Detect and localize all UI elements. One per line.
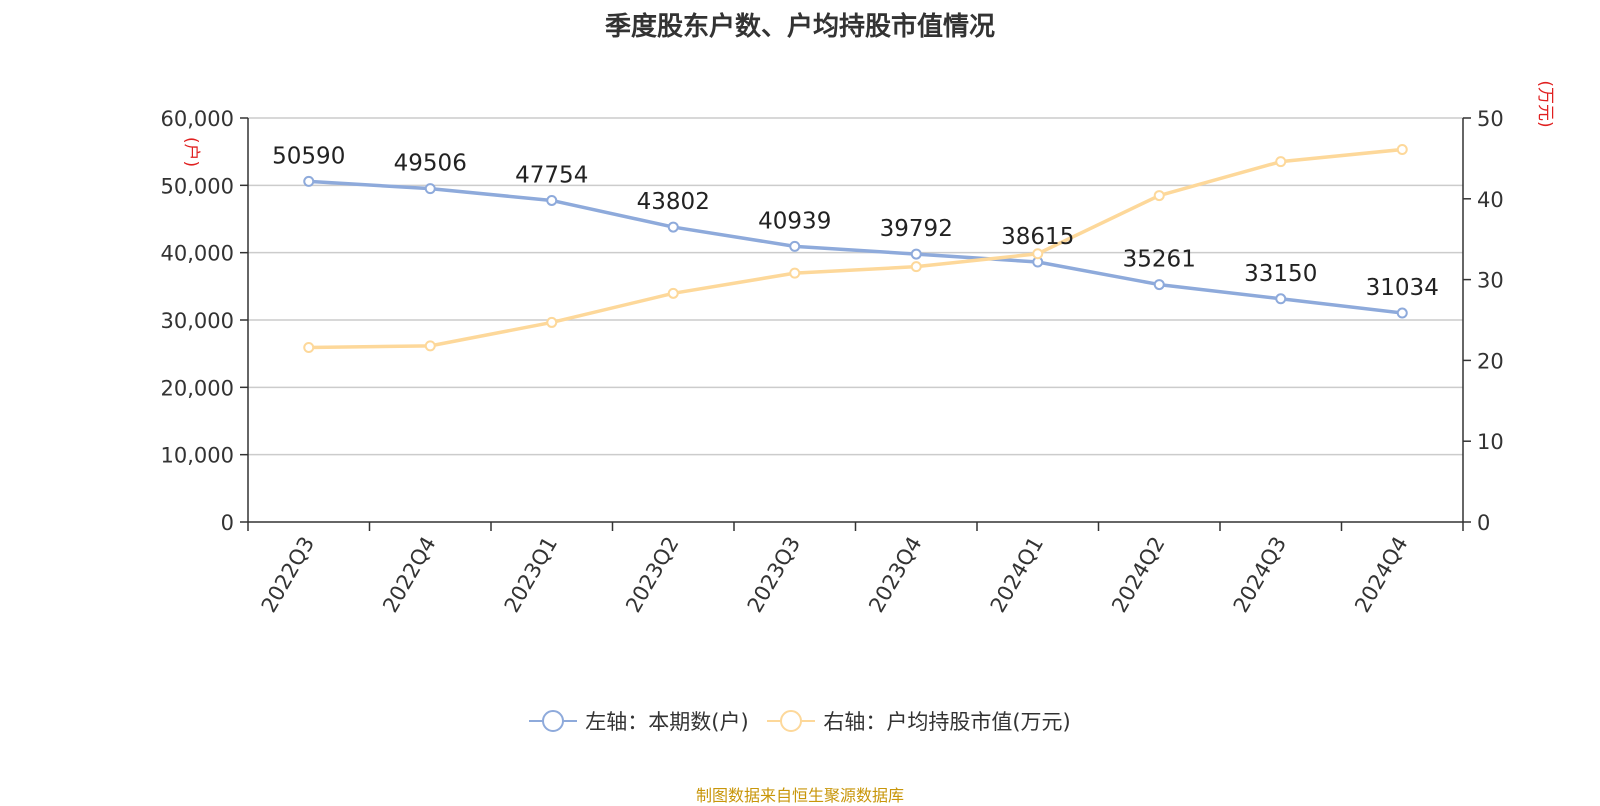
legend-swatch-blue — [529, 709, 578, 733]
chart-title: 季度股东户数、户均持股市值情况 — [604, 12, 995, 42]
data-label: 31034 — [1366, 275, 1439, 301]
legend-swatch-yellow — [767, 709, 816, 733]
right-axis-unit: (万元) — [1535, 80, 1555, 127]
data-point — [303, 341, 315, 353]
data-label: 49506 — [394, 151, 467, 177]
x-axis-tick-label: 2023Q2 — [621, 533, 683, 617]
data-point — [1275, 293, 1287, 305]
x-axis-tick-label: 2024Q1 — [986, 533, 1048, 617]
right-axis-tick-label: 40 — [1477, 188, 1504, 212]
data-point — [1396, 144, 1408, 156]
data-point — [667, 287, 679, 299]
left-axis-tick-label: 50,000 — [161, 174, 234, 198]
right-axis-tick-label: 0 — [1477, 511, 1490, 535]
grid-lines — [248, 117, 1463, 456]
right-axis-tick-label: 10 — [1477, 430, 1504, 454]
source-note: 制图数据来自恒生聚源数据库 — [695, 786, 904, 805]
data-label: 47754 — [515, 162, 588, 188]
data-point — [1275, 156, 1287, 168]
x-axis-tick-label: 2023Q3 — [743, 533, 805, 617]
x-axis-tick-label: 2024Q4 — [1350, 533, 1412, 617]
series-lines — [303, 144, 1408, 353]
right-axis-tick-label: 30 — [1477, 269, 1504, 293]
right-axis-tick-label: 50 — [1477, 107, 1504, 131]
x-axis-tick-label: 2024Q2 — [1107, 533, 1169, 617]
data-point — [424, 183, 436, 195]
data-label: 40939 — [758, 208, 831, 234]
legend-label-holders: 左轴：本期数(户) — [585, 710, 749, 734]
legend-item-holders[interactable]: 左轴：本期数(户) — [529, 706, 749, 736]
x-axis-tick-label: 2023Q4 — [864, 533, 926, 617]
data-point — [667, 221, 679, 233]
data-point — [1153, 279, 1165, 291]
legend-item-avg-value[interactable]: 右轴：户均持股市值(万元) — [767, 706, 1071, 736]
data-point — [910, 248, 922, 260]
right-axis-tick-label: 20 — [1477, 349, 1504, 373]
legend: 左轴：本期数(户) 右轴：户均持股市值(万元) — [0, 706, 1600, 738]
data-point — [1396, 307, 1408, 319]
left-axis-tick-label: 20,000 — [161, 376, 234, 400]
x-axis-tick-label: 2022Q3 — [257, 533, 319, 617]
axes: 0 10,000 20,000 30,000 40,000 50,000 60,000 0 10… — [161, 80, 1555, 616]
data-label: 50590 — [272, 143, 345, 169]
data-label: 39792 — [880, 216, 953, 242]
x-axis-tick-label: 2023Q1 — [500, 533, 562, 617]
left-axis-tick-label: 0 — [221, 511, 234, 535]
data-point — [546, 316, 558, 328]
data-point — [424, 340, 436, 352]
left-axis-tick-label: 40,000 — [161, 242, 234, 266]
data-label: 38615 — [1001, 224, 1074, 250]
left-axis-tick-label: 10,000 — [161, 444, 234, 468]
data-labels: 50590 49506 47754 43802 40939 39792 38615 35261… — [272, 143, 1439, 301]
legend-label-avg-value: 右轴：户均持股市值(万元) — [823, 710, 1071, 734]
x-axis-tick-label: 2022Q4 — [378, 533, 440, 617]
data-point — [789, 240, 801, 252]
x-axis-tick-label: 2024Q3 — [1229, 533, 1291, 617]
data-label: 33150 — [1244, 261, 1317, 287]
data-point — [546, 194, 558, 206]
data-label: 43802 — [637, 189, 710, 215]
series-line-0 — [308, 179, 1403, 315]
data-point — [789, 267, 801, 279]
data-point — [1032, 248, 1044, 260]
data-point — [303, 175, 315, 187]
left-axis-tick-label: 60,000 — [161, 107, 234, 131]
data-label: 35261 — [1123, 247, 1196, 273]
left-axis-unit: (户) — [181, 137, 201, 167]
data-point — [910, 261, 922, 273]
data-point — [1153, 190, 1165, 202]
left-axis-tick-label: 30,000 — [161, 309, 234, 333]
series-line-1 — [308, 147, 1403, 350]
